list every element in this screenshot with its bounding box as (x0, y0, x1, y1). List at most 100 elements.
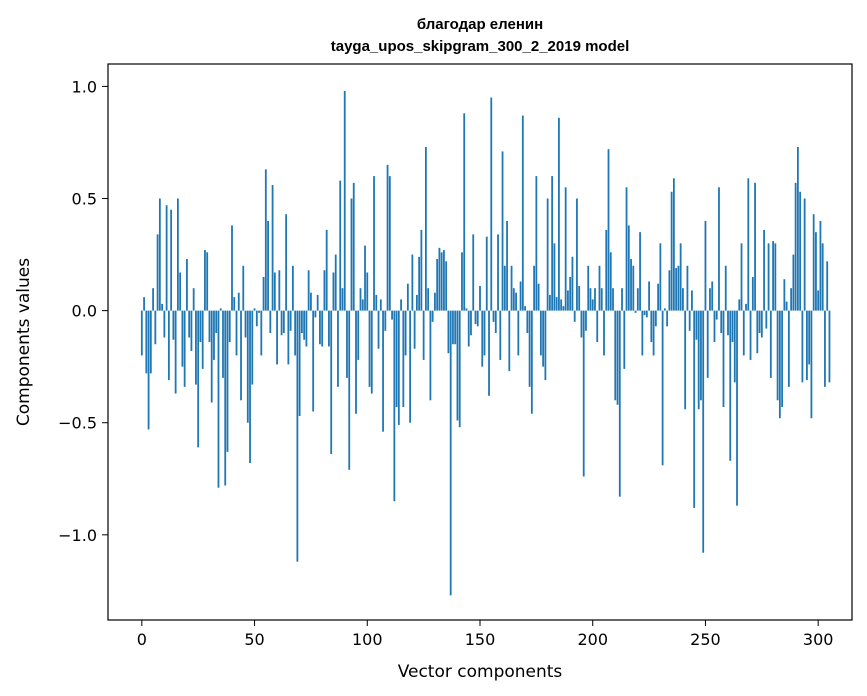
bar-component-45 (242, 265, 245, 311)
bar-component-205 (603, 310, 605, 356)
bar-component-268 (745, 303, 747, 311)
bar-component-49 (251, 310, 254, 385)
bar-component-62 (280, 310, 283, 336)
bar-component-277 (765, 310, 768, 329)
bar-component-99 (364, 245, 366, 311)
bar-component-302 (821, 243, 824, 311)
bar-component-141 (458, 310, 461, 428)
bar-component-137 (449, 310, 452, 596)
bar-component-234 (668, 270, 671, 311)
bar-component-114 (397, 310, 400, 425)
bar-component-162 (506, 220, 508, 311)
bar-component-259 (724, 265, 727, 311)
bar-component-280 (772, 241, 774, 311)
bar-component-52 (258, 310, 260, 313)
bar-component-295 (806, 310, 808, 381)
bar-component-33 (215, 310, 218, 334)
bar-component-10 (163, 310, 166, 338)
bar-component-73 (305, 310, 308, 347)
x-axis-ticks: 0 50 100 150 200 250 300 (137, 620, 833, 649)
bar-component-160 (501, 151, 504, 311)
bar-component-271 (751, 276, 754, 311)
bar-component-183 (553, 243, 556, 311)
bar-component-298 (812, 214, 815, 311)
bar-component-78 (316, 294, 319, 311)
bar-component-215 (625, 187, 628, 311)
bar-component-293 (801, 310, 804, 383)
bar-component-281 (774, 243, 777, 311)
bar-component-86 (334, 254, 337, 311)
bar-component-34 (217, 310, 220, 488)
bar-component-23 (192, 288, 195, 311)
bar-component-216 (627, 225, 630, 311)
bar-component-70 (298, 310, 301, 416)
bar-component-171 (526, 310, 529, 334)
bar-component-132 (438, 247, 441, 311)
bar-component-305 (828, 310, 831, 383)
bar-component-97 (359, 288, 362, 311)
bar-component-201 (594, 288, 596, 311)
bar-component-297 (810, 310, 813, 419)
bar-component-304 (826, 261, 829, 311)
bar-component-129 (431, 310, 434, 322)
bar-component-81 (323, 270, 326, 311)
bar-component-103 (373, 176, 375, 311)
bar-component-301 (819, 220, 822, 311)
bar-component-111 (391, 310, 393, 320)
bar-component-224 (645, 310, 648, 318)
y-tick-label: 0.5 (72, 190, 97, 209)
bar-component-67 (291, 265, 294, 311)
x-tick-label: 50 (244, 630, 264, 649)
bar-component-211 (616, 310, 619, 405)
bar-component-75 (310, 292, 312, 311)
bar-component-223 (643, 310, 646, 316)
bar-component-292 (799, 191, 802, 311)
bar-component-220 (636, 288, 639, 311)
bar-component-256 (718, 187, 720, 311)
bar-component-168 (519, 281, 522, 311)
bar-component-286 (785, 301, 788, 311)
bar-component-165 (512, 288, 515, 311)
bar-component-127 (427, 288, 430, 311)
bar-component-169 (521, 115, 524, 311)
bar-component-296 (808, 310, 811, 365)
bar-component-204 (600, 288, 603, 311)
y-tick-label: 1.0 (72, 77, 97, 96)
bar-component-228 (654, 310, 657, 327)
bar-component-173 (530, 310, 533, 414)
bar-component-27 (201, 310, 204, 369)
bar-component-152 (483, 310, 486, 356)
bar-component-51 (255, 310, 258, 327)
bar-component-106 (379, 299, 382, 311)
bar-component-197 (585, 310, 587, 331)
bar-component-63 (282, 310, 285, 334)
bar-component-273 (756, 310, 759, 354)
bar-component-265 (738, 299, 741, 311)
bar-component-288 (790, 288, 793, 311)
bar-component-112 (393, 310, 396, 502)
bar-component-133 (440, 252, 443, 311)
bar-component-6 (154, 310, 157, 345)
bar-component-156 (492, 310, 495, 322)
bar-component-55 (264, 169, 267, 311)
bar-component-113 (395, 310, 398, 408)
bar-component-240 (682, 288, 684, 311)
bar-component-131 (436, 259, 439, 311)
bar-component-121 (413, 310, 416, 349)
bar-component-290 (794, 182, 797, 311)
bar-component-44 (240, 310, 242, 401)
bar-component-267 (742, 310, 745, 356)
bar-component-176 (537, 283, 540, 311)
bar-component-212 (618, 310, 621, 497)
bar-component-9 (161, 303, 164, 311)
bar-component-151 (481, 310, 484, 367)
bar-component-158 (497, 234, 499, 311)
bar-component-181 (548, 294, 551, 311)
y-tick-label: −0.5 (58, 414, 97, 433)
bar-component-0 (140, 310, 143, 356)
bar-component-157 (494, 310, 497, 334)
bar-component-184 (555, 297, 558, 311)
bar-component-253 (711, 281, 714, 311)
bar-component-71 (300, 310, 303, 334)
bar-component-231 (661, 310, 664, 466)
